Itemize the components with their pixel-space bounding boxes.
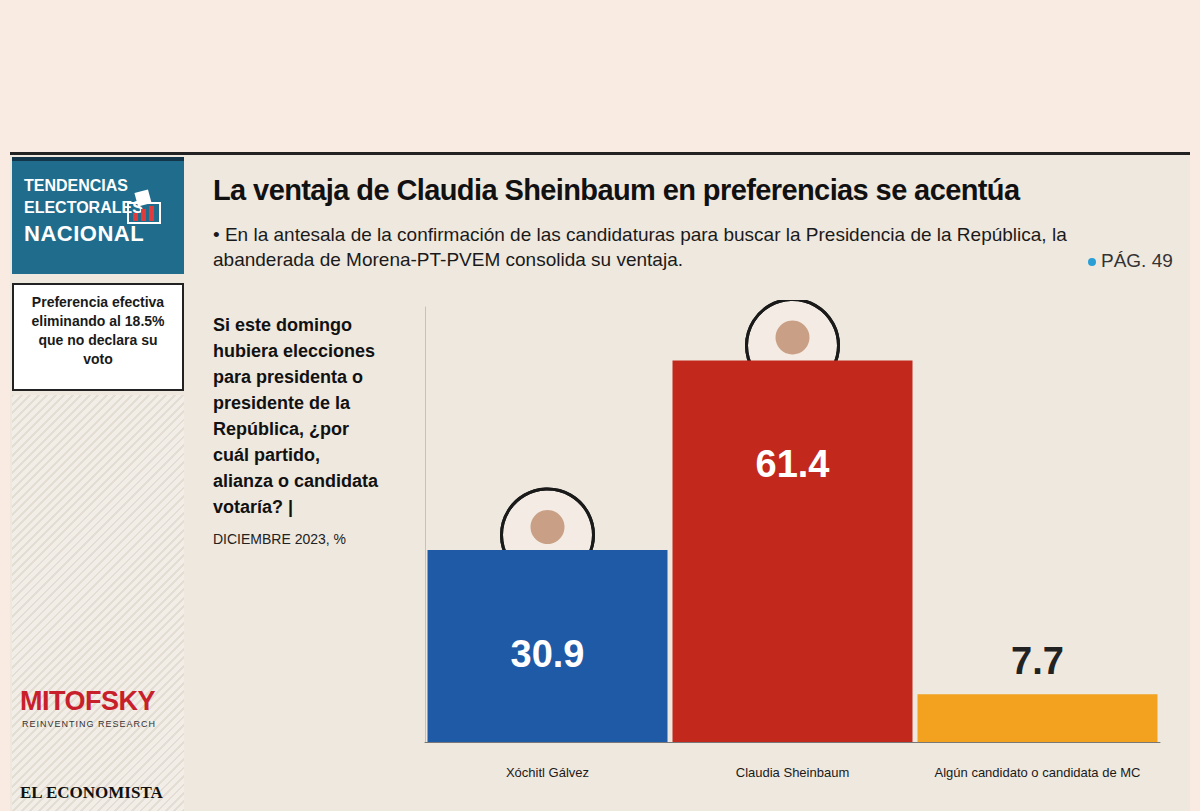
- html-text:NACIONAL: NACIONAL: [24, 221, 145, 246]
- html-text:MITOFSKY: MITOFSKY: [20, 686, 155, 716]
- html-text:ELECTORALES: ELECTORALES: [24, 199, 143, 216]
- html-text:PÁG. 49: PÁG. 49: [1101, 250, 1173, 271]
- svg-text:Algún candidato o candidata de: Algún candidato o candidata de MC: [935, 765, 1141, 780]
- svg-text:Claudia Sheinbaum: Claudia Sheinbaum: [736, 765, 849, 780]
- svg-text:Xóchitl Gálvez: Xóchitl Gálvez: [506, 765, 589, 780]
- html-text:Si este domingo hubiera elecci: Si este domingo hubiera elecciones para …: [213, 315, 379, 517]
- html-text:• En la antesala de la confirm: • En la antesala de la confirmación de l…: [213, 224, 1067, 270]
- svg-text:61.4: 61.4: [756, 443, 830, 485]
- html-text:REINVENTING RESEARCH: REINVENTING RESEARCH: [22, 719, 156, 729]
- html-text:EL ECONOMISTA: EL ECONOMISTA: [20, 783, 163, 802]
- svg-text:30.9: 30.9: [511, 633, 585, 675]
- html-text:Preferencia efectiva eliminand: Preferencia efectiva eliminando al 18.5%…: [31, 294, 165, 367]
- html-text:La ventaja de Claudia Sheinbau: La ventaja de Claudia Sheinbaum en prefe…: [213, 174, 1020, 206]
- svg-text:7.7: 7.7: [1011, 640, 1064, 682]
- html-text:TENDENCIAS: TENDENCIAS: [24, 177, 128, 194]
- html-text:DICIEMBRE 2023, %: DICIEMBRE 2023, %: [213, 531, 347, 547]
